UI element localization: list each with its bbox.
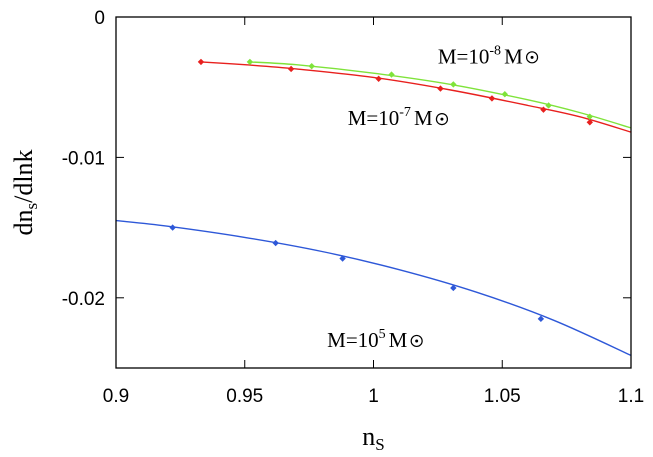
data-point-0-0	[197, 58, 205, 66]
x-tick-label-0: 0.9	[103, 386, 129, 407]
data-point-2-1	[272, 239, 279, 247]
annotation-m-minus8: M=10-8 M	[438, 43, 523, 68]
sun-symbol-dot	[415, 339, 419, 343]
series-line-1	[249, 61, 632, 129]
data-point-0-6	[586, 119, 593, 126]
data-point-1-3	[450, 81, 457, 88]
sun-symbol-icon	[435, 113, 449, 126]
plot-frame	[115, 16, 632, 369]
x-tick-label-3: 1.05	[484, 386, 521, 407]
data-point-1-0	[246, 58, 254, 66]
annotation-m-minus7: M=10-7 M	[348, 105, 433, 130]
y-tick-label-0: 0	[94, 8, 105, 29]
data-point-0-3	[437, 85, 444, 92]
series-line-0	[200, 61, 632, 133]
x-tick-label-1: 0.95	[226, 386, 263, 407]
data-point-1-2	[388, 71, 395, 78]
data-point-1-1	[308, 62, 315, 70]
x-tick-label-4: 1.1	[618, 386, 644, 407]
axes: 0.9 0.95 1 1.05 1.1 0 -0.01 -0.02	[62, 8, 645, 407]
data-point-2-2	[339, 255, 346, 262]
annotation-m-plus5: M=105 M	[327, 327, 408, 352]
data-point-2-0	[169, 224, 176, 231]
data-point-2-3	[450, 284, 457, 292]
data-point-1-4	[501, 91, 509, 98]
series-line-2	[115, 219, 632, 357]
sun-symbol-icon	[525, 51, 539, 64]
y-tick-label-2: -0.02	[62, 289, 105, 310]
data-point-0-1	[287, 65, 295, 73]
y-tick-label-1: -0.01	[62, 148, 105, 169]
data-point-1-5	[545, 102, 552, 109]
axis-titles: nS dns/dlnk	[9, 149, 385, 454]
data-point-0-2	[375, 75, 382, 82]
series-markers	[169, 58, 593, 323]
data-point-1-6	[586, 113, 593, 120]
sun-symbol-dot	[530, 55, 534, 59]
annotations: M=10-8 M M=10-7 M M=105 M	[327, 43, 539, 352]
sun-symbol-icon	[410, 334, 423, 348]
sun-symbol-dot	[440, 117, 444, 121]
data-point-0-4	[488, 95, 496, 102]
x-axis-label: nS	[362, 422, 384, 454]
y-axis-label: dns/dlnk	[9, 149, 41, 235]
data-point-2-4	[537, 315, 545, 323]
data-point-0-5	[540, 106, 547, 113]
x-tick-label-2: 1	[368, 386, 379, 407]
